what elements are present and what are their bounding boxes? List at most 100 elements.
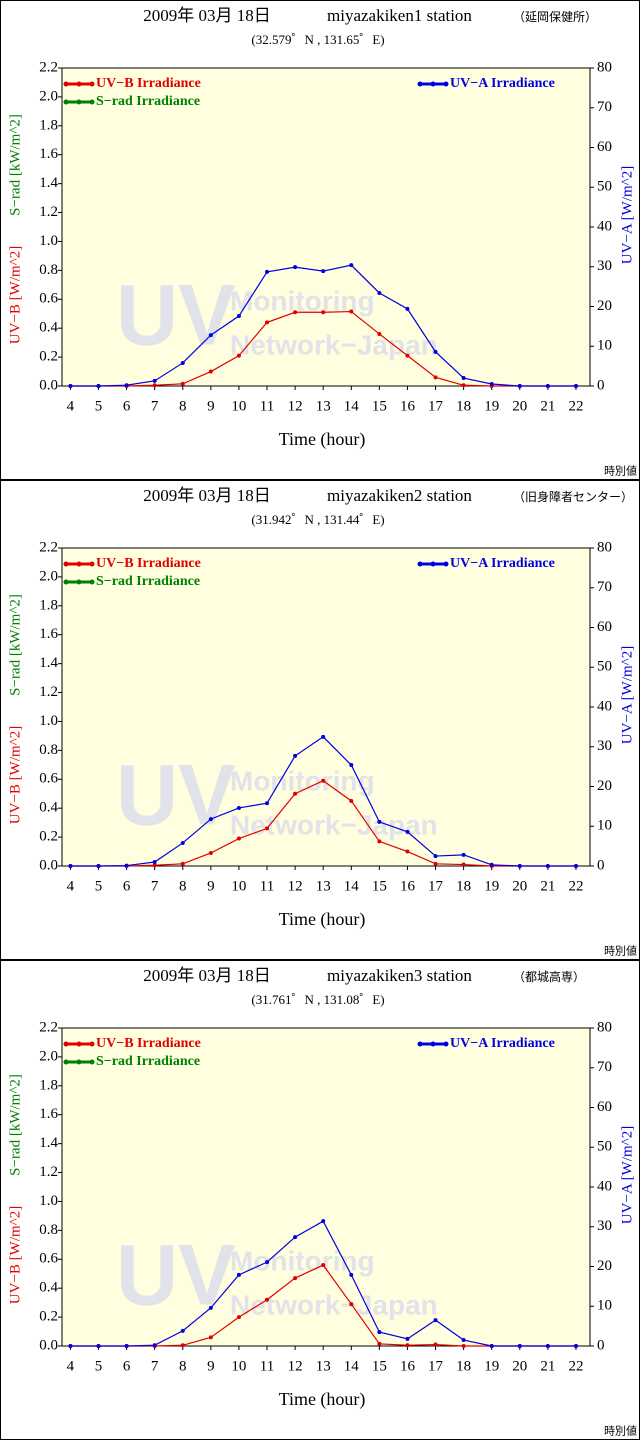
y-tick-label: 0.8 (39, 1222, 58, 1238)
coordinates: (31.942゜N , 131.44゜E) (251, 512, 384, 527)
station-name: miyazakiken2 station (327, 486, 472, 505)
data-point (377, 1341, 382, 1346)
data-point (152, 1343, 157, 1348)
watermark: UV (116, 268, 235, 364)
legend-label: S−rad Irradiance (96, 94, 200, 109)
data-point (68, 1344, 73, 1348)
data-point (321, 778, 326, 783)
legend-marker (63, 99, 69, 105)
y2-tick-label: 30 (597, 738, 612, 754)
data-point (96, 384, 101, 388)
note: 時別値 (604, 945, 637, 958)
data-point (377, 839, 382, 844)
legend-marker (430, 1041, 436, 1047)
x-tick-label: 20 (512, 1358, 527, 1374)
x-tick-label: 12 (288, 878, 303, 894)
data-point (180, 381, 185, 386)
x-tick-label: 19 (484, 398, 499, 414)
legend-marker (76, 1059, 82, 1065)
data-point (236, 805, 241, 810)
y-tick-label: 0.2 (39, 829, 58, 845)
y-tick-label: 1.4 (39, 175, 58, 191)
legend-marker (89, 561, 95, 567)
data-point (377, 331, 382, 336)
y-tick-label: 0.4 (39, 800, 58, 816)
y-tick-label: 0.4 (39, 320, 58, 336)
y-tick-label: 0.6 (39, 771, 58, 787)
x-tick-label: 13 (316, 398, 331, 414)
x-tick-label: 7 (151, 1358, 159, 1374)
y-tick-label: 0.0 (39, 377, 58, 393)
y-tick-label: 1.8 (39, 1077, 58, 1093)
y2-tick-label: 80 (597, 539, 612, 555)
legend-marker (63, 561, 69, 567)
data-point (405, 1343, 410, 1348)
x-tick-label: 7 (151, 398, 159, 414)
y2-tick-label: 30 (597, 258, 612, 274)
legend-marker (89, 99, 95, 105)
x-tick-label: 22 (568, 878, 583, 894)
y-tick-label: 0.2 (39, 1309, 58, 1325)
data-point (208, 369, 213, 374)
y-tick-label: 2.0 (39, 568, 58, 584)
data-point (433, 854, 438, 859)
legend-marker (443, 81, 449, 87)
legend-marker (89, 81, 95, 87)
y-tick-label: 2.0 (39, 1048, 58, 1064)
data-point (180, 360, 185, 365)
y2-tick-label: 50 (597, 1139, 612, 1155)
data-point (124, 383, 129, 388)
x-tick-label: 11 (260, 878, 274, 894)
data-point (545, 1344, 550, 1348)
data-point (489, 382, 494, 387)
legend-marker (76, 579, 82, 585)
data-point (293, 753, 298, 758)
legend-marker (89, 1041, 95, 1047)
x-tick-label: 14 (344, 1358, 360, 1374)
data-point (124, 1344, 129, 1348)
x-tick-label: 18 (456, 398, 471, 414)
x-tick-label: 5 (95, 878, 103, 894)
x-tick-label: 22 (568, 1358, 583, 1374)
data-point (573, 384, 578, 388)
x-tick-label: 15 (372, 398, 387, 414)
legend-marker (430, 81, 436, 87)
y-tick-label: 1.6 (39, 1106, 58, 1122)
legend-label: S−rad Irradiance (96, 1054, 200, 1069)
y2-tick-label: 40 (597, 1178, 612, 1194)
data-point (433, 1318, 438, 1323)
data-point (433, 861, 438, 866)
x-tick-label: 16 (400, 1358, 416, 1374)
x-tick-label: 4 (67, 1358, 75, 1374)
data-point (208, 817, 213, 822)
coordinates: (31.761゜N , 131.08゜E) (251, 992, 384, 1007)
y-tick-label: 2.2 (39, 59, 58, 75)
data-point (545, 384, 550, 388)
data-point (349, 1302, 354, 1307)
x-tick-label: 12 (288, 1358, 303, 1374)
note: 時別値 (604, 1425, 637, 1438)
data-point (405, 829, 410, 834)
y2-tick-label: 60 (597, 1099, 612, 1115)
x-tick-label: 7 (151, 878, 159, 894)
data-point (517, 1344, 522, 1348)
x-tick-label: 14 (344, 398, 360, 414)
legend-marker (443, 1041, 449, 1047)
y-tick-label: 1.2 (39, 1164, 58, 1180)
y2-tick-label: 80 (597, 1019, 612, 1035)
x-tick-label: 8 (179, 1358, 187, 1374)
legend-label: UV−A Irradiance (450, 1036, 555, 1051)
legend-marker (76, 81, 82, 87)
data-point (236, 836, 241, 841)
data-point (377, 819, 382, 824)
x-tick-label: 20 (512, 398, 527, 414)
x-tick-label: 12 (288, 398, 303, 414)
data-point (545, 864, 550, 868)
data-point (377, 290, 382, 295)
y-tick-label: 1.2 (39, 684, 58, 700)
x-tick-label: 19 (484, 878, 499, 894)
data-point (180, 840, 185, 845)
watermark: Monitoring (230, 765, 375, 796)
x-axis-label: Time (hour) (279, 1389, 366, 1410)
x-tick-label: 17 (428, 1358, 444, 1374)
